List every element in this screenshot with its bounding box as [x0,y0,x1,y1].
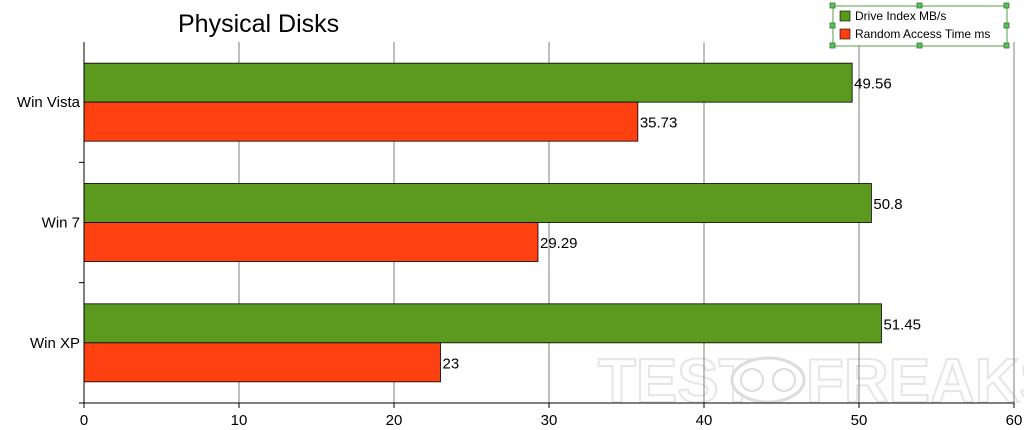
bar-value-label: 50.8 [873,196,902,213]
x-tick-label: 60 [1006,412,1023,429]
x-tick-label: 10 [231,412,248,429]
x-tick-label: 20 [386,412,403,429]
x-tick-label: 40 [696,412,713,429]
bars [83,62,882,383]
axes [79,42,1015,408]
bar-value-label: 29.29 [540,235,578,252]
bar-drive-index [83,303,882,344]
bar-value-label: 23 [443,355,460,372]
bar-drive-index [83,62,853,103]
bar-value-label: 49.56 [854,76,892,93]
bar-drive-index [83,183,872,223]
legend-label-drive-index: Drive Index MB/s [855,9,946,23]
x-tick-label: 30 [541,412,558,429]
legend-swatch-drive-index [839,10,851,22]
goggles-icon [730,356,806,404]
bar-random-access [83,101,639,142]
watermark-right-text: FREAKS [806,347,1024,416]
legend-handles [829,2,1010,49]
watermark-logo: TEST FREAKS [597,346,1024,417]
bar-value-label: 35.73 [640,115,678,132]
legend-swatch-random-access [839,28,851,40]
legend[interactable]: Drive Index MB/s Random Access Time ms [829,2,1010,49]
x-tick-label: 0 [80,412,88,429]
x-tick-label: 50 [851,412,868,429]
bar-random-access [83,222,539,262]
category-label: Win 7 [42,215,80,232]
legend-label-random-access: Random Access Time ms [855,27,990,41]
chart-title: Physical Disks [178,10,339,38]
labels: 0 10 20 30 40 50 60 Win Vista 49.56 35.73 Win 7 50.… [17,76,1022,429]
category-label: Win Vista [17,94,81,111]
bar-value-label: 51.45 [883,316,921,333]
bar-random-access [83,342,441,383]
category-label: Win XP [30,335,80,352]
